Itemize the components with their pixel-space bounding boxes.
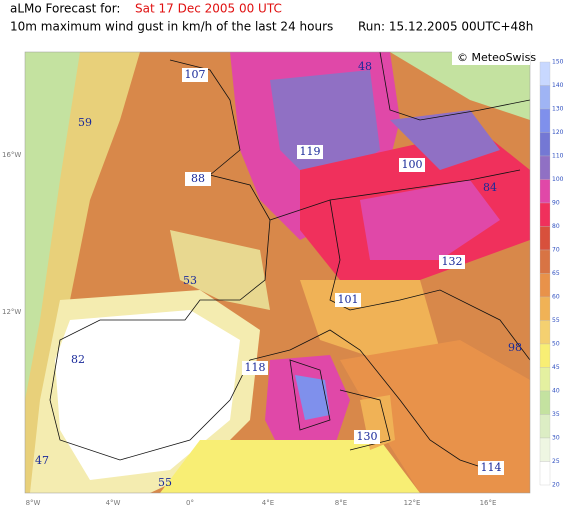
station-value: 100 xyxy=(402,158,423,171)
station-value: 107 xyxy=(185,68,206,81)
lon-label: 12°E xyxy=(404,499,421,507)
legend-swatch xyxy=(539,461,551,486)
station-box xyxy=(335,293,361,307)
station-box xyxy=(399,158,425,172)
lon-label: 8°E xyxy=(335,499,347,507)
map: © MeteoSwiss xyxy=(24,51,536,494)
legend-swatch xyxy=(539,202,551,227)
legend-swatch xyxy=(539,85,551,110)
legend-swatch xyxy=(539,390,551,415)
credit-box xyxy=(452,51,530,65)
station-value: 84 xyxy=(483,181,497,194)
legend-label: 70 xyxy=(552,247,560,254)
legend-swatch xyxy=(539,367,551,392)
station-value: 55 xyxy=(158,476,172,489)
station-value: 101 xyxy=(338,293,359,306)
legend-label: 60 xyxy=(552,294,560,301)
forecast-date: Sat 17 Dec 2005 00 UTC xyxy=(135,2,282,16)
legend-swatch xyxy=(539,179,551,204)
station-value: 48 xyxy=(358,60,372,73)
lon-label: 8°W xyxy=(26,499,41,507)
legend-label: 100 xyxy=(552,176,564,183)
legend-label: 30 xyxy=(552,435,560,442)
legend-label: 90 xyxy=(552,200,560,207)
station-value: 132 xyxy=(442,255,463,268)
legend-swatch xyxy=(539,320,551,345)
legend-swatch xyxy=(539,296,551,321)
legend-label: 20 xyxy=(552,482,560,489)
legend-label: 55 xyxy=(552,317,560,324)
legend-swatch xyxy=(539,414,551,439)
credit: © MeteoSwiss xyxy=(457,51,536,64)
legend-label: 35 xyxy=(552,411,560,418)
station-box xyxy=(478,461,504,475)
legend-swatch xyxy=(539,249,551,274)
station-value: 47 xyxy=(35,454,49,467)
legend-label: 25 xyxy=(552,458,560,465)
station-box xyxy=(185,172,211,186)
station-box xyxy=(439,255,465,269)
lon-label: 4°W xyxy=(106,499,121,507)
station-box xyxy=(182,68,208,82)
station-value: 59 xyxy=(78,116,92,129)
station-value: 114 xyxy=(481,461,502,474)
station-value: 53 xyxy=(183,274,197,287)
legend-swatch xyxy=(539,226,551,251)
lon-label: 16°E xyxy=(480,499,497,507)
legend-label: 150 xyxy=(552,59,564,66)
station-value: 82 xyxy=(71,353,85,366)
legend-label: 80 xyxy=(552,223,560,230)
legend-label: 40 xyxy=(552,388,560,395)
station-value: 88 xyxy=(191,172,205,185)
lon-label: 4°E xyxy=(262,499,274,507)
subtitle: 10m maximum wind gust in km/h of the las… xyxy=(10,20,333,34)
legend-label: 45 xyxy=(552,364,560,371)
station-value: 98 xyxy=(508,341,522,354)
station-box xyxy=(354,430,380,444)
lon-label: 0° xyxy=(186,499,194,507)
station-value: 119 xyxy=(300,145,321,158)
legend-swatch xyxy=(539,437,551,462)
legend-label: 110 xyxy=(552,153,564,160)
legend-swatch xyxy=(539,61,551,86)
title-prefix: aLMo Forecast for: xyxy=(10,2,120,16)
legend-label: 50 xyxy=(552,341,560,348)
legend-swatch xyxy=(539,132,551,157)
station-value: 118 xyxy=(245,361,266,374)
lat-label: 16°W xyxy=(2,151,21,159)
lat-label: 12°W xyxy=(2,308,21,316)
legend-swatch xyxy=(539,155,551,180)
legend-swatch xyxy=(539,108,551,133)
legend-label: 120 xyxy=(552,129,564,136)
legend-swatch xyxy=(539,343,551,368)
station-box xyxy=(242,361,268,375)
legend-label: 130 xyxy=(552,106,564,113)
legend-swatch xyxy=(539,273,551,298)
legend-label: 140 xyxy=(552,82,564,89)
station-box xyxy=(297,145,323,159)
legend-label: 65 xyxy=(552,270,560,277)
run-info: Run: 15.12.2005 00UTC+48h xyxy=(358,20,533,34)
station-value: 130 xyxy=(357,430,378,443)
